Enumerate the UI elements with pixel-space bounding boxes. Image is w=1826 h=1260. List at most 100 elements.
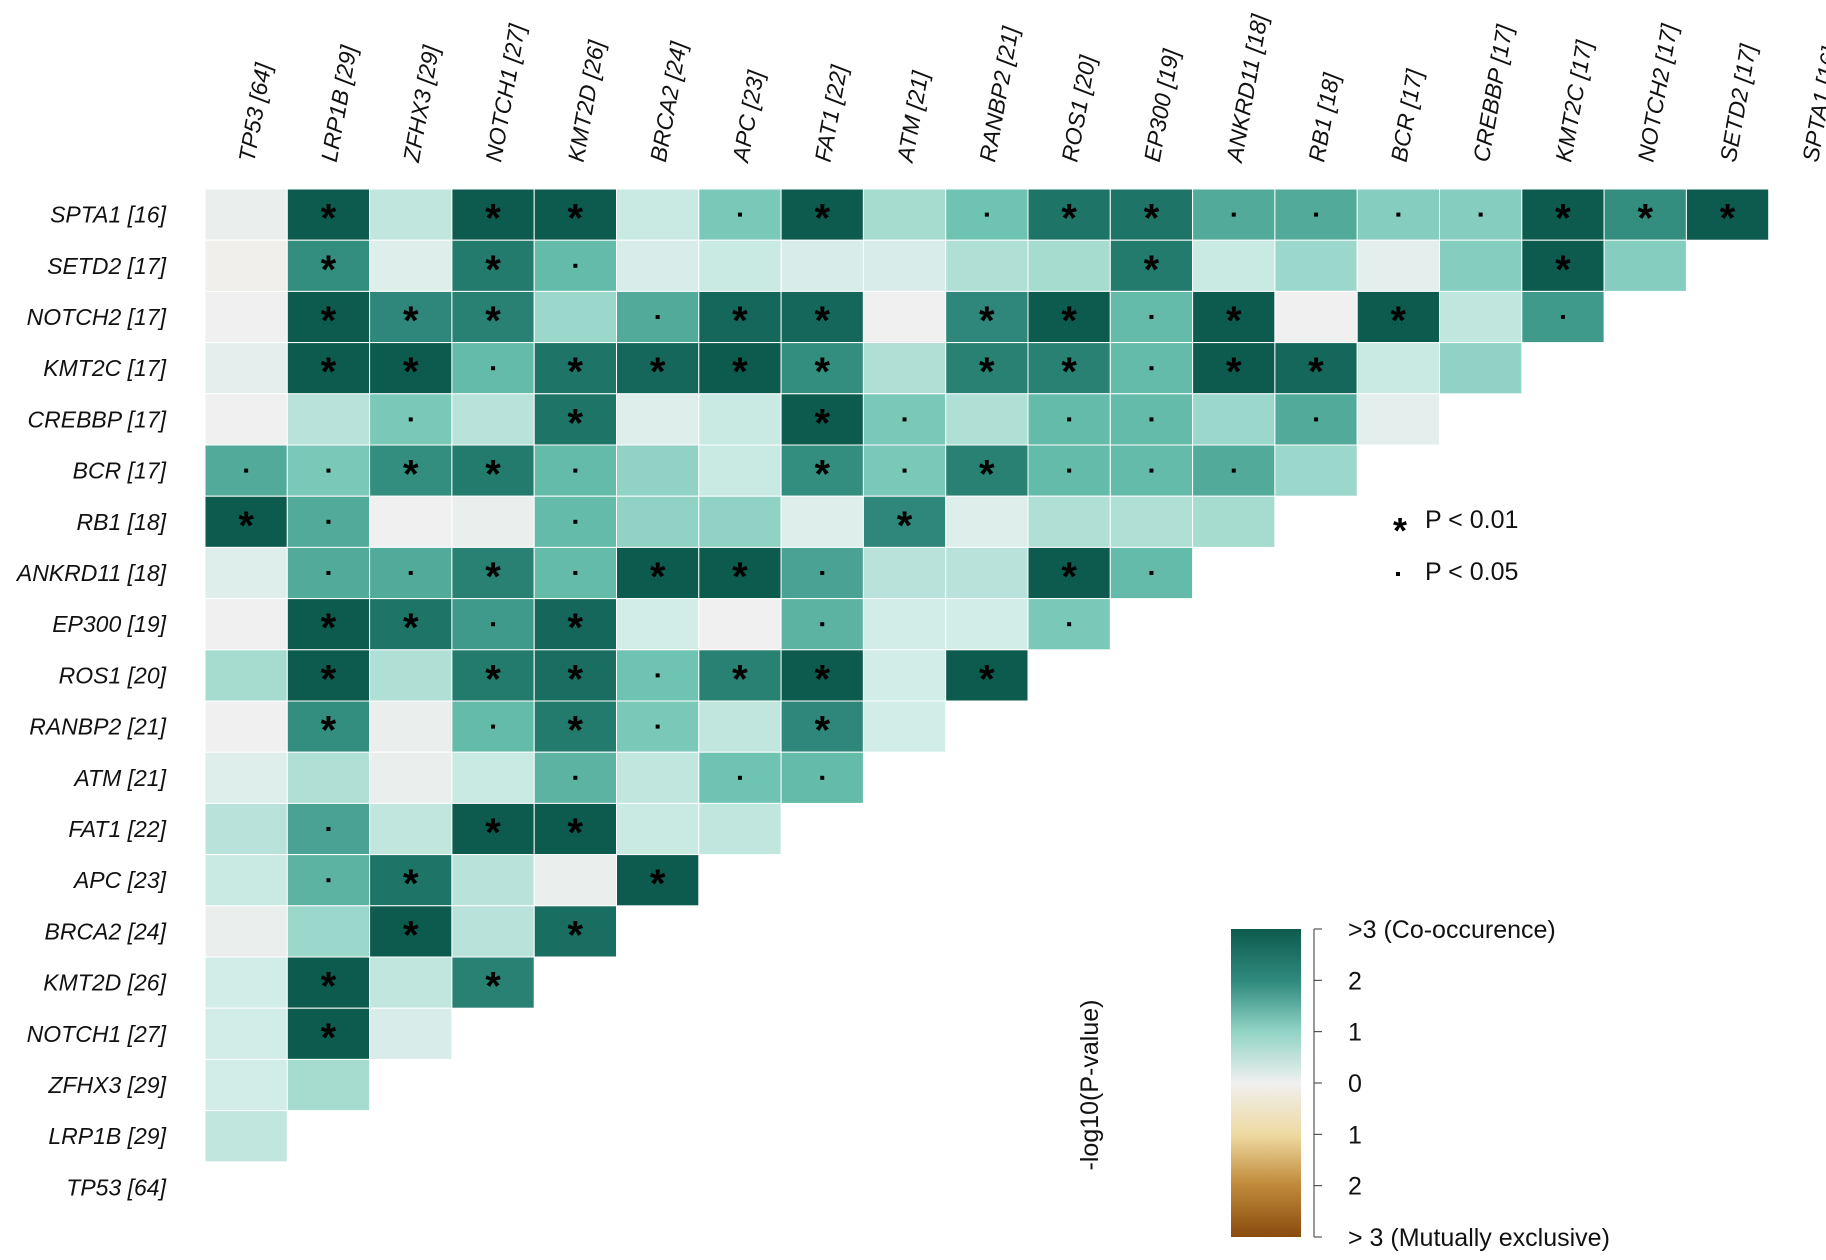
heatmap-cell xyxy=(616,751,700,804)
heatmap-cell xyxy=(369,444,453,497)
significance-star: * xyxy=(732,299,748,343)
significance-star: * xyxy=(814,657,830,701)
heatmap-cell xyxy=(616,495,700,548)
heatmap-cell xyxy=(451,188,535,241)
heatmap-cell xyxy=(1356,239,1440,292)
column-label: ZFHX3 [29] xyxy=(398,43,444,165)
row-label: SPTA1 [16] xyxy=(50,202,167,228)
significance-dot xyxy=(655,724,660,729)
significance-star: * xyxy=(321,606,337,650)
significance-star: * xyxy=(485,453,501,497)
heatmap-cell xyxy=(698,290,782,344)
heatmap-cell xyxy=(862,188,947,241)
significance-star: * xyxy=(568,401,584,445)
column-label: RB1 [18] xyxy=(1303,71,1344,164)
significance-star: * xyxy=(568,197,584,241)
heatmap-cells: * * * * * * * * * * * * * * * * * * * * * * * * * * * * * * * * * * * * * * * *… xyxy=(204,188,1770,1163)
heatmap-cell xyxy=(1521,290,1605,344)
row-label: BRCA2 [24] xyxy=(45,918,167,944)
significance-star: * xyxy=(485,657,501,701)
significance-star: * xyxy=(321,709,337,753)
heatmap-cell xyxy=(369,239,453,292)
significance-dot xyxy=(1560,315,1565,319)
heatmap-cell xyxy=(369,802,453,856)
column-label: ATM [21] xyxy=(892,69,934,166)
heatmap-cell xyxy=(451,495,535,548)
heatmap-cell xyxy=(780,649,864,702)
heatmap-cell xyxy=(616,393,700,446)
significance-dot xyxy=(1478,212,1483,217)
significance-dot xyxy=(1231,468,1236,473)
heatmap-cell xyxy=(1356,290,1440,344)
significance-star: * xyxy=(321,248,337,292)
heatmap-cell xyxy=(369,751,453,804)
heatmap-cell xyxy=(945,444,1029,497)
significance-dot xyxy=(573,263,578,268)
heatmap-cell xyxy=(1439,290,1523,344)
significance-star: * xyxy=(979,453,995,497)
column-label: EP300 [19] xyxy=(1139,47,1184,164)
significance-star: * xyxy=(650,862,666,906)
significance-dot xyxy=(820,775,825,780)
heatmap-cell xyxy=(533,854,618,907)
significance-star: * xyxy=(814,453,830,497)
heatmap-cell xyxy=(862,700,947,753)
heatmap-cell xyxy=(204,802,288,856)
significance-star: * xyxy=(1637,197,1653,241)
heatmap-cell xyxy=(616,598,700,651)
heatmap-cell xyxy=(616,239,700,292)
heatmap-cell xyxy=(780,239,864,292)
heatmap-cell xyxy=(862,290,947,344)
heatmap-cell xyxy=(616,854,700,907)
heatmap-cell xyxy=(698,495,782,548)
heatmap-cell xyxy=(698,598,782,651)
significance-star: * xyxy=(485,965,501,1009)
heatmap-cell xyxy=(204,700,288,753)
heatmap-cell xyxy=(533,393,618,446)
significance-dot xyxy=(326,571,331,575)
significance-star: * xyxy=(814,197,830,241)
significance-dot xyxy=(820,622,825,627)
colorbar-tick-label: 2 xyxy=(1348,1173,1362,1201)
heatmap-cell xyxy=(945,546,1029,600)
heatmap-cell xyxy=(286,751,371,804)
significance-dot xyxy=(737,212,742,217)
significance-star: * xyxy=(1226,299,1242,343)
significance-star: * xyxy=(650,555,666,599)
row-label: BCR [17] xyxy=(73,458,167,484)
heatmap-cell xyxy=(1027,495,1111,548)
row-label: CREBBP [17] xyxy=(28,406,167,432)
column-label: BCR [17] xyxy=(1386,67,1428,164)
significance-dot xyxy=(1067,622,1072,627)
column-label: CREBBP [17] xyxy=(1468,22,1518,163)
significance-dot xyxy=(1314,417,1319,422)
row-label: LRP1B [29] xyxy=(48,1123,166,1149)
heatmap-cell xyxy=(945,649,1029,702)
significance-dot xyxy=(326,468,331,473)
legend-dot-label: P < 0.05 xyxy=(1425,558,1518,586)
significance-star: * xyxy=(814,299,830,343)
significance-dot xyxy=(491,724,496,729)
heatmap-cell xyxy=(1027,239,1111,292)
significance-star: * xyxy=(321,350,337,394)
row-label: FAT1 [22] xyxy=(68,816,166,842)
significance-star: * xyxy=(1061,350,1077,394)
significance-dot xyxy=(1149,468,1154,473)
column-label: ANKRD11 [18] xyxy=(1221,12,1273,166)
significance-star: * xyxy=(321,1016,337,1060)
significance-star: * xyxy=(321,197,337,241)
significance-legend: * P < 0.01 P < 0.05 xyxy=(1393,506,1518,586)
heatmap-cell xyxy=(369,495,453,548)
significance-star: * xyxy=(238,504,254,548)
significance-dot xyxy=(1149,571,1154,575)
significance-star: * xyxy=(814,401,830,445)
heatmap-cell xyxy=(1356,393,1440,446)
significance-star: * xyxy=(1391,299,1407,343)
row-label: NOTCH1 [27] xyxy=(27,1021,167,1047)
heatmap-cell xyxy=(204,1110,288,1163)
significance-dot xyxy=(326,519,331,524)
significance-dot xyxy=(326,878,331,883)
row-label: ZFHX3 [29] xyxy=(47,1072,166,1098)
heatmap-cell xyxy=(204,188,288,241)
